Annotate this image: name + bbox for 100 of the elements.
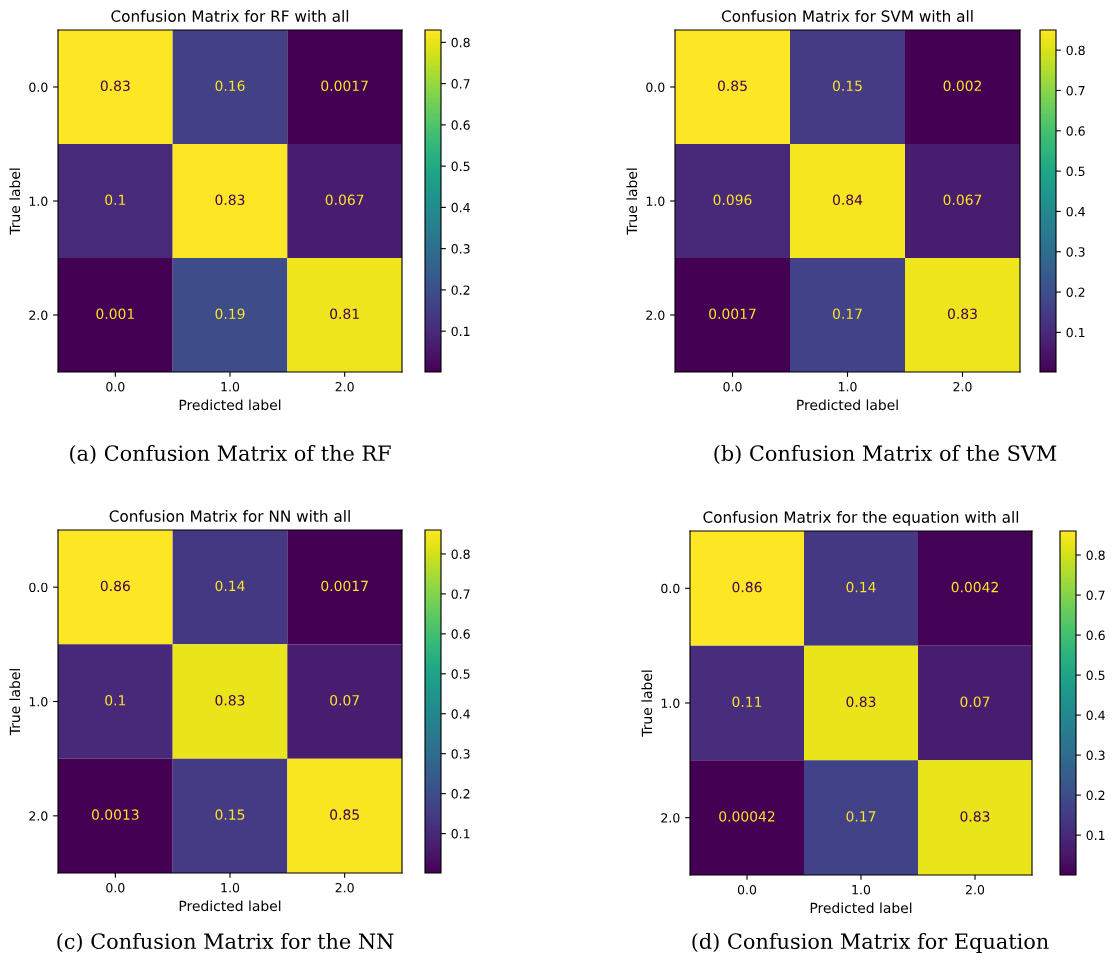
x-tick-label: 0.0 <box>723 381 742 392</box>
y-tick-label: 2.0 <box>646 310 665 320</box>
y-tick-label: 1.0 <box>646 196 665 206</box>
color-bar-label: 0.7 <box>1086 590 1105 600</box>
data-label: 0.07 <box>960 696 990 708</box>
color-bar-label: 0.3 <box>451 244 470 254</box>
data-label: 0.096 <box>713 194 752 206</box>
y-axis-title: True label <box>641 670 653 737</box>
data-label: 0.1 <box>105 695 126 706</box>
data-label: 0.83 <box>215 194 245 206</box>
data-label: 0.07 <box>330 695 359 706</box>
color-bar-label: 0.6 <box>1086 630 1105 640</box>
y-tick-label: 0.0 <box>646 82 665 92</box>
x-tick-label: 2.0 <box>953 381 972 392</box>
color-bar-label: 0.3 <box>451 749 470 759</box>
color-bar-label: 0.1 <box>451 326 470 337</box>
data-label: 0.0042 <box>951 581 998 593</box>
color-bar-label: 0.2 <box>1066 287 1085 297</box>
data-label: 0.15 <box>215 809 245 820</box>
data-label: 0.067 <box>943 194 982 206</box>
y-tick-label: 0.0 <box>29 82 48 92</box>
data-label: 0.86 <box>100 580 130 592</box>
text: (c) Confusion Matrix for the NN <box>57 932 394 952</box>
color-bar-label: 0.3 <box>1086 750 1105 761</box>
color-bar-label: 0.7 <box>451 589 470 599</box>
data-label: 0.002 <box>943 80 981 92</box>
data-label: 0.1 <box>105 194 126 206</box>
data-label: 0.15 <box>832 80 862 92</box>
data-label: 0.0013 <box>91 809 139 820</box>
data-label: 0.85 <box>330 809 359 820</box>
data-label: 0.83 <box>100 80 130 92</box>
color-bar-label: 0.3 <box>1066 247 1085 257</box>
x-axis-title: Predicted label <box>179 900 281 912</box>
color-bar-label: 0.8 <box>451 37 470 48</box>
color-bar-label: 0.4 <box>1066 206 1085 217</box>
y-tick-label: 2.0 <box>29 811 48 821</box>
y-tick-label: 1.0 <box>661 698 680 708</box>
x-axis-title: Predicted label <box>179 399 281 411</box>
x-tick-label: 2.0 <box>335 882 354 893</box>
x-tick-label: 1.0 <box>838 381 857 392</box>
data-label: 0.0017 <box>321 80 368 92</box>
color-bar-label: 0.4 <box>1086 710 1105 721</box>
y-axis-title: True label <box>9 669 21 736</box>
y-tick-label: 0.0 <box>29 582 48 593</box>
data-label: 0.00042 <box>719 811 775 822</box>
x-tick-label: 2.0 <box>965 884 985 895</box>
chart-title: Confusion Matrix for SVM with all <box>721 10 973 22</box>
data-label: 0.067 <box>325 194 364 206</box>
data-label: 0.85 <box>717 80 747 92</box>
color-bar-label: 0.6 <box>1066 126 1085 136</box>
color-bar-label: 0.5 <box>1066 166 1085 177</box>
color-bar-label: 0.2 <box>451 789 470 799</box>
color-bar-label: 0.7 <box>451 79 470 89</box>
chart-title: Confusion Matrix for NN with all <box>109 510 350 522</box>
data-label: 0.11 <box>732 696 762 708</box>
x-tick-label: 0.0 <box>737 884 757 895</box>
chart-title: Confusion Matrix for the equation with all <box>703 511 1019 526</box>
color-bar-label: 0.2 <box>1086 790 1105 801</box>
x-tick-label: 1.0 <box>852 884 871 895</box>
y-tick-label: 0.0 <box>661 583 680 594</box>
color-bar-label: 0.5 <box>451 669 470 679</box>
data-label: 0.0017 <box>321 580 368 592</box>
data-label: 0.001 <box>96 308 134 320</box>
data-label: 0.83 <box>960 811 990 822</box>
color-bar-label: 0.5 <box>451 161 470 172</box>
data-label: 0.84 <box>832 194 863 206</box>
y-tick-label: 2.0 <box>661 813 680 823</box>
color-bar-label: 0.1 <box>1086 830 1105 841</box>
color-bar-label: 0.8 <box>1086 550 1105 560</box>
data-label: 0.83 <box>846 696 876 708</box>
data-label: 0.14 <box>846 581 876 593</box>
x-tick-label: 0.0 <box>106 381 125 392</box>
color-bar-label: 0.6 <box>451 629 470 639</box>
text: (d) Confusion Matrix for Equation <box>692 932 1049 954</box>
chart-title: Confusion Matrix for RF with all <box>111 10 349 22</box>
text: (a) Confusion Matrix of the RF <box>70 444 391 464</box>
y-axis-title: True label <box>626 168 638 235</box>
y-axis-title: True label <box>9 168 21 235</box>
color-bar-label: 0.5 <box>1086 670 1105 680</box>
x-tick-label: 1.0 <box>221 381 240 392</box>
data-label: 0.17 <box>832 308 862 320</box>
data-label: 0.16 <box>215 80 245 92</box>
color-bar-label: 0.8 <box>451 549 470 559</box>
x-tick-label: 0.0 <box>106 882 125 893</box>
x-tick-label: 2.0 <box>335 381 354 392</box>
x-axis-title: Predicted label <box>810 902 912 914</box>
color-bar-label: 0.6 <box>451 120 470 130</box>
color-bar-label: 0.2 <box>451 285 470 295</box>
color-bar-label: 0.4 <box>451 709 470 719</box>
data-label: 0.0017 <box>709 308 756 320</box>
color-bar-label: 0.4 <box>451 202 470 213</box>
data-label: 0.83 <box>215 695 245 706</box>
color-bar-label: 0.7 <box>1066 85 1085 96</box>
data-label: 0.14 <box>215 580 245 592</box>
x-axis-title: Predicted label <box>797 399 898 411</box>
y-tick-label: 2.0 <box>29 310 48 320</box>
text: (b) Confusion Matrix of the SVM <box>714 444 1057 464</box>
color-bar-label: 0.8 <box>1066 45 1085 56</box>
data-label: 0.17 <box>846 811 876 822</box>
x-tick-label: 1.0 <box>221 882 240 893</box>
